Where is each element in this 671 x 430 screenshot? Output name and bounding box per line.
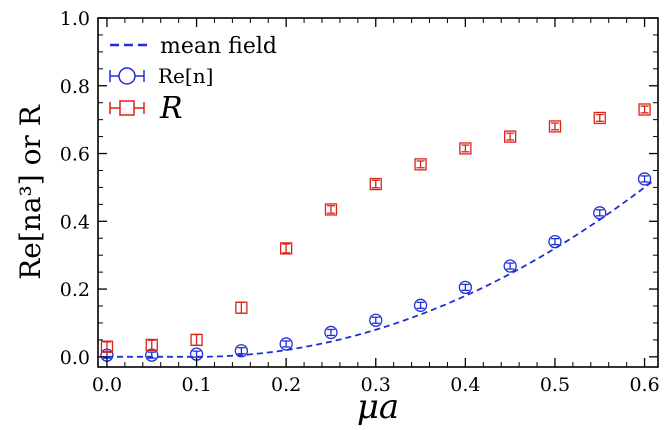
r-point-marker <box>414 158 427 171</box>
re-n-point <box>279 337 293 351</box>
legend-r-marker <box>119 100 135 116</box>
legend-re-n-label: Re[n] <box>158 64 213 88</box>
re-n-point <box>637 172 652 186</box>
re-n-point-marker <box>324 325 338 340</box>
legend: mean field Re[n] R <box>109 34 277 126</box>
x-tick-label: 0.2 <box>271 374 301 396</box>
re-n-point-marker <box>413 298 428 312</box>
y-tick-label: 0.8 <box>60 76 90 98</box>
r-point <box>638 103 651 116</box>
re-n-point <box>548 234 562 249</box>
legend-re-n-marker <box>118 67 136 85</box>
legend-mean-field-label: mean field <box>160 34 277 59</box>
r-point <box>548 120 562 133</box>
re-n-point-marker <box>548 234 562 249</box>
ticks-layer: 0.0 0.1 0.2 0.3 0.4 0.5 0.6 0.0 0.2 0.4 0.6 0.8 1.0 <box>60 8 660 396</box>
x-axis-label: μa <box>357 387 399 427</box>
re-n-point-marker <box>637 172 652 186</box>
y-tick-label: 0.6 <box>60 144 90 166</box>
re-n-point <box>593 206 607 220</box>
re-n-point-marker <box>234 344 249 358</box>
re-n-point-marker <box>279 337 293 351</box>
plot-frame <box>97 17 659 368</box>
r-point-marker <box>100 340 114 353</box>
r-point <box>414 158 427 171</box>
r-point-marker <box>190 333 203 347</box>
r-point <box>504 130 517 143</box>
re-n-point <box>324 325 338 340</box>
r-point-marker <box>459 142 472 155</box>
r-point-marker <box>369 177 382 191</box>
r-point-marker <box>145 338 158 352</box>
y-axis-label: Re[na³] or R <box>14 104 47 279</box>
re-n-point <box>503 259 517 273</box>
x-tick-label: 0.3 <box>361 374 391 396</box>
r-point-marker <box>324 203 338 216</box>
re-n-point <box>234 344 249 358</box>
x-tick-label: 0.6 <box>629 374 659 396</box>
r-point <box>369 177 382 191</box>
r-point <box>324 203 338 216</box>
mean-field-line <box>106 179 655 358</box>
r-point-marker <box>280 242 293 255</box>
data-points-layer <box>100 103 652 362</box>
r-point-marker <box>548 120 562 133</box>
r-point <box>235 301 248 314</box>
re-n-point-marker <box>593 206 607 220</box>
x-tick-label: 0.0 <box>92 374 122 396</box>
re-n-point <box>413 298 428 312</box>
r-point-marker <box>593 111 606 125</box>
r-point <box>190 333 203 347</box>
re-n-point <box>369 313 383 327</box>
r-point <box>593 111 606 125</box>
y-tick-label: 0.4 <box>60 211 90 233</box>
y-tick-label: 1.0 <box>60 8 90 30</box>
x-tick-label: 0.1 <box>181 374 211 396</box>
r-point <box>280 242 293 255</box>
re-n-point-marker <box>458 280 473 295</box>
y-tick-label: 0.2 <box>60 279 90 301</box>
legend-re-n-swatch <box>109 67 145 85</box>
re-n-point-marker <box>369 313 383 327</box>
r-point <box>459 142 472 155</box>
legend-r-label: R <box>159 91 183 126</box>
x-tick-label: 0.5 <box>540 374 570 396</box>
x-tick-label: 0.4 <box>450 374 480 396</box>
legend-r-swatch <box>109 100 145 116</box>
r-point-marker <box>235 301 248 314</box>
r-point <box>145 338 158 352</box>
r-point-marker <box>638 103 651 116</box>
re-n-point <box>458 280 473 295</box>
mean-field-layer <box>106 179 655 358</box>
re-n-point-marker <box>503 259 517 273</box>
r-point <box>100 340 114 353</box>
y-tick-label: 0.0 <box>60 347 90 369</box>
r-point-marker <box>504 130 517 143</box>
